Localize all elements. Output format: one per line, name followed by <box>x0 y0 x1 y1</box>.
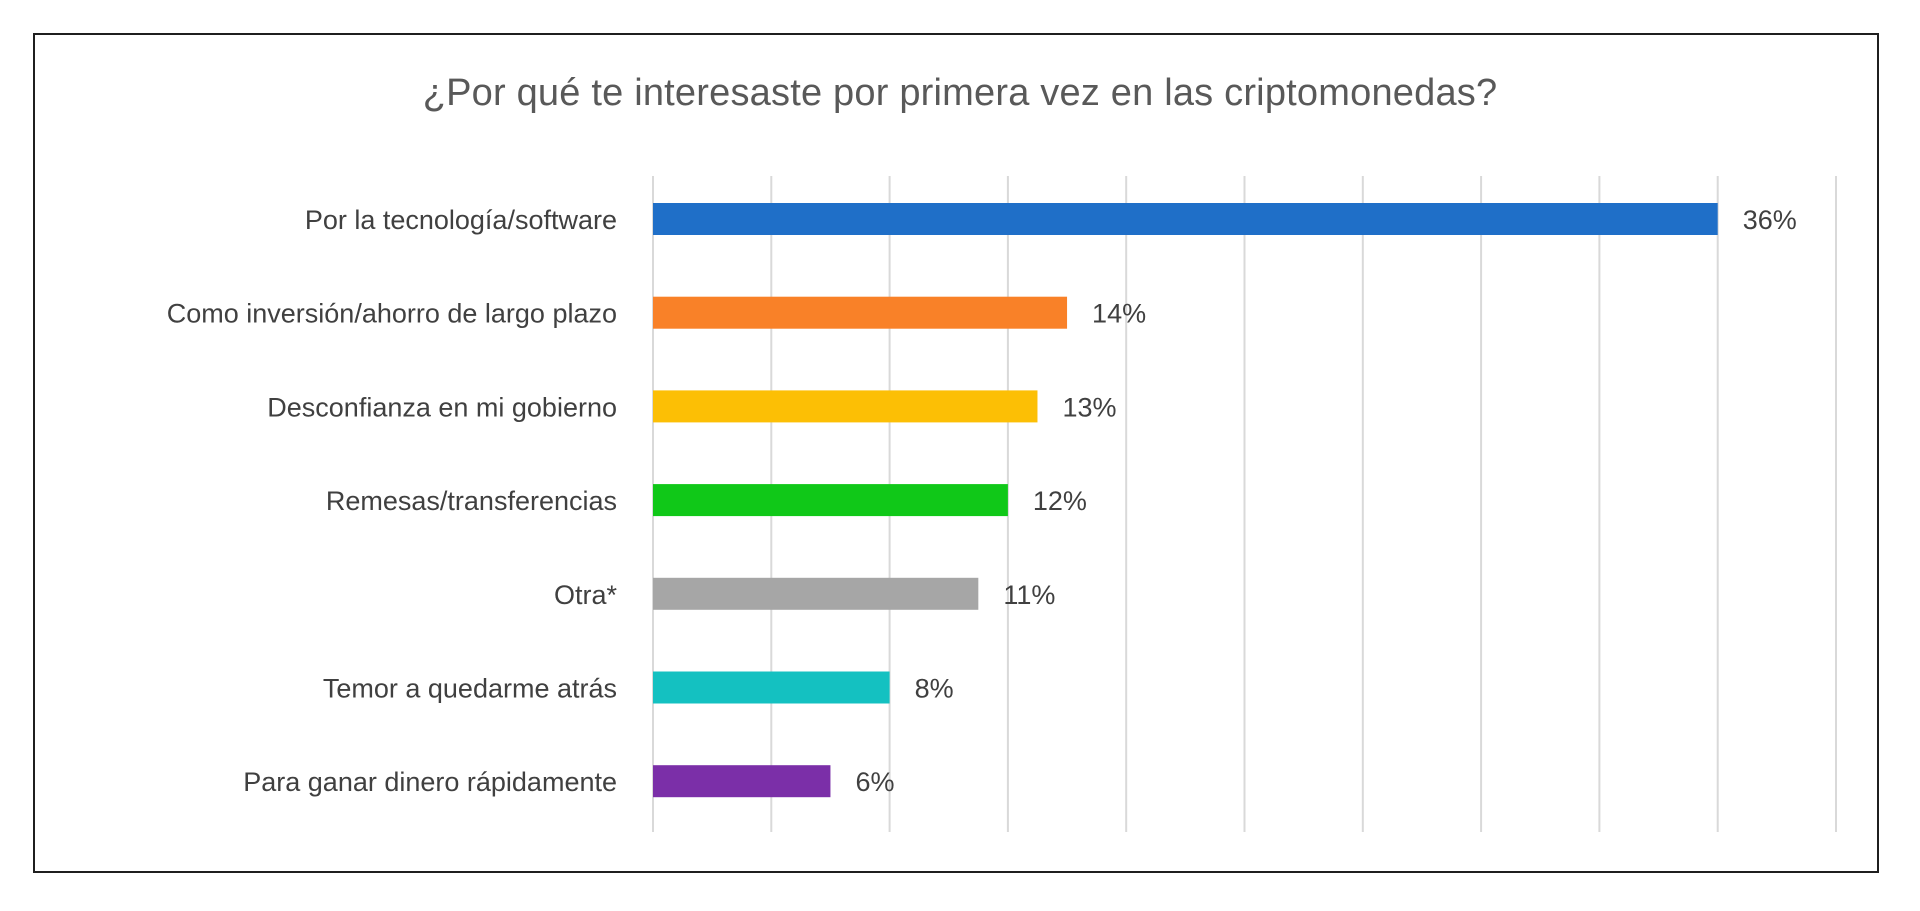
category-label-1: Por la tecnología/software <box>305 205 617 235</box>
bar-3 <box>653 390 1038 423</box>
category-label-3: Desconfianza en mi gobierno <box>267 392 617 422</box>
gridlines <box>652 176 1837 832</box>
category-label-7: Para ganar dinero rápidamente <box>243 767 617 797</box>
value-labels: 36% 14% 13% 12% 11% 8% 6% <box>855 205 1796 797</box>
value-label-7: 6% <box>855 767 894 797</box>
bar-1 <box>653 203 1718 235</box>
value-label-6: 8% <box>915 674 954 704</box>
category-label-5: Otra* <box>554 580 618 610</box>
value-label-1: 36% <box>1743 205 1797 235</box>
chart-title: ¿Por qué te interesaste por primera vez … <box>422 72 1498 114</box>
value-label-3: 13% <box>1062 392 1116 422</box>
bar-6 <box>653 671 890 704</box>
category-label-4: Remesas/transferencias <box>326 486 617 516</box>
chart-frame <box>33 33 1879 873</box>
category-label-2: Como inversión/ahorro de largo plazo <box>167 299 617 329</box>
value-label-2: 14% <box>1092 299 1146 329</box>
bar-4 <box>653 484 1008 517</box>
category-labels: Por la tecnología/software Como inversión… <box>167 205 618 797</box>
bar-5 <box>653 577 979 610</box>
value-label-4: 12% <box>1033 486 1087 516</box>
bar-7 <box>653 765 831 798</box>
bar-2 <box>653 296 1068 329</box>
bars <box>653 203 1718 798</box>
value-label-5: 11% <box>1003 580 1055 610</box>
category-label-6: Temor a quedarme atrás <box>323 674 617 704</box>
